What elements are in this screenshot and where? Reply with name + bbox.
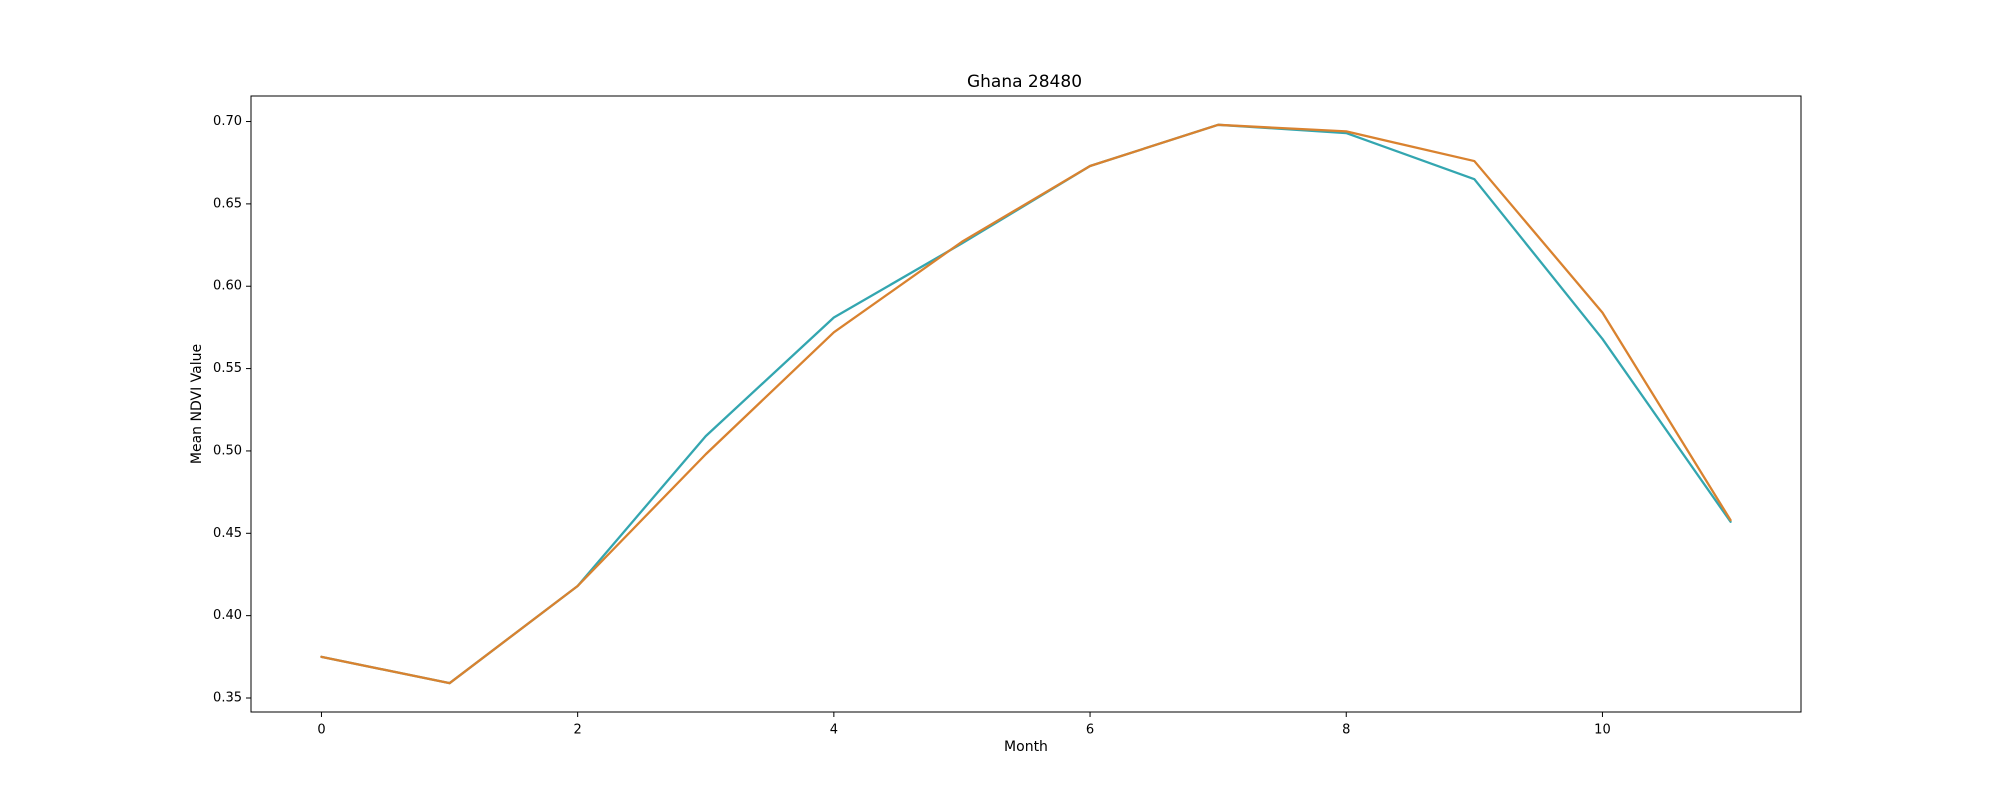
x-tick-label: 10: [1594, 723, 1611, 738]
x-tick-label: 8: [1342, 723, 1350, 738]
x-axis-ticks: 0 2 4 6 8 10: [317, 712, 1611, 738]
y-axis-label: Mean NDVI Value: [189, 344, 205, 464]
y-tick-label: 0.50: [213, 443, 242, 458]
plot-area: [320, 123, 1732, 685]
y-axis-ticks: 0.35 0.40 0.45 0.50 0.55 0.60 0.65 0.70: [213, 114, 251, 706]
y-tick-label: 0.60: [213, 279, 242, 294]
x-axis-label: Month: [1004, 739, 1048, 755]
chart-title: Ghana 28480: [967, 72, 1082, 92]
x-tick-label: 0: [317, 723, 325, 738]
x-tick-label: 4: [830, 723, 838, 738]
y-tick-label: 0.55: [213, 361, 242, 376]
y-tick-label: 0.40: [213, 608, 242, 623]
axes-frame: [250, 95, 1802, 713]
y-tick-label: 0.35: [213, 691, 242, 706]
x-tick-label: 6: [1086, 723, 1094, 738]
y-tick-label: 0.65: [213, 196, 242, 211]
y-tick-label: 0.45: [213, 526, 242, 541]
series-line-2: [320, 123, 1732, 685]
y-tick-label: 0.70: [213, 114, 242, 129]
x-tick-label: 2: [574, 723, 582, 738]
series-line-1: [320, 123, 1732, 685]
